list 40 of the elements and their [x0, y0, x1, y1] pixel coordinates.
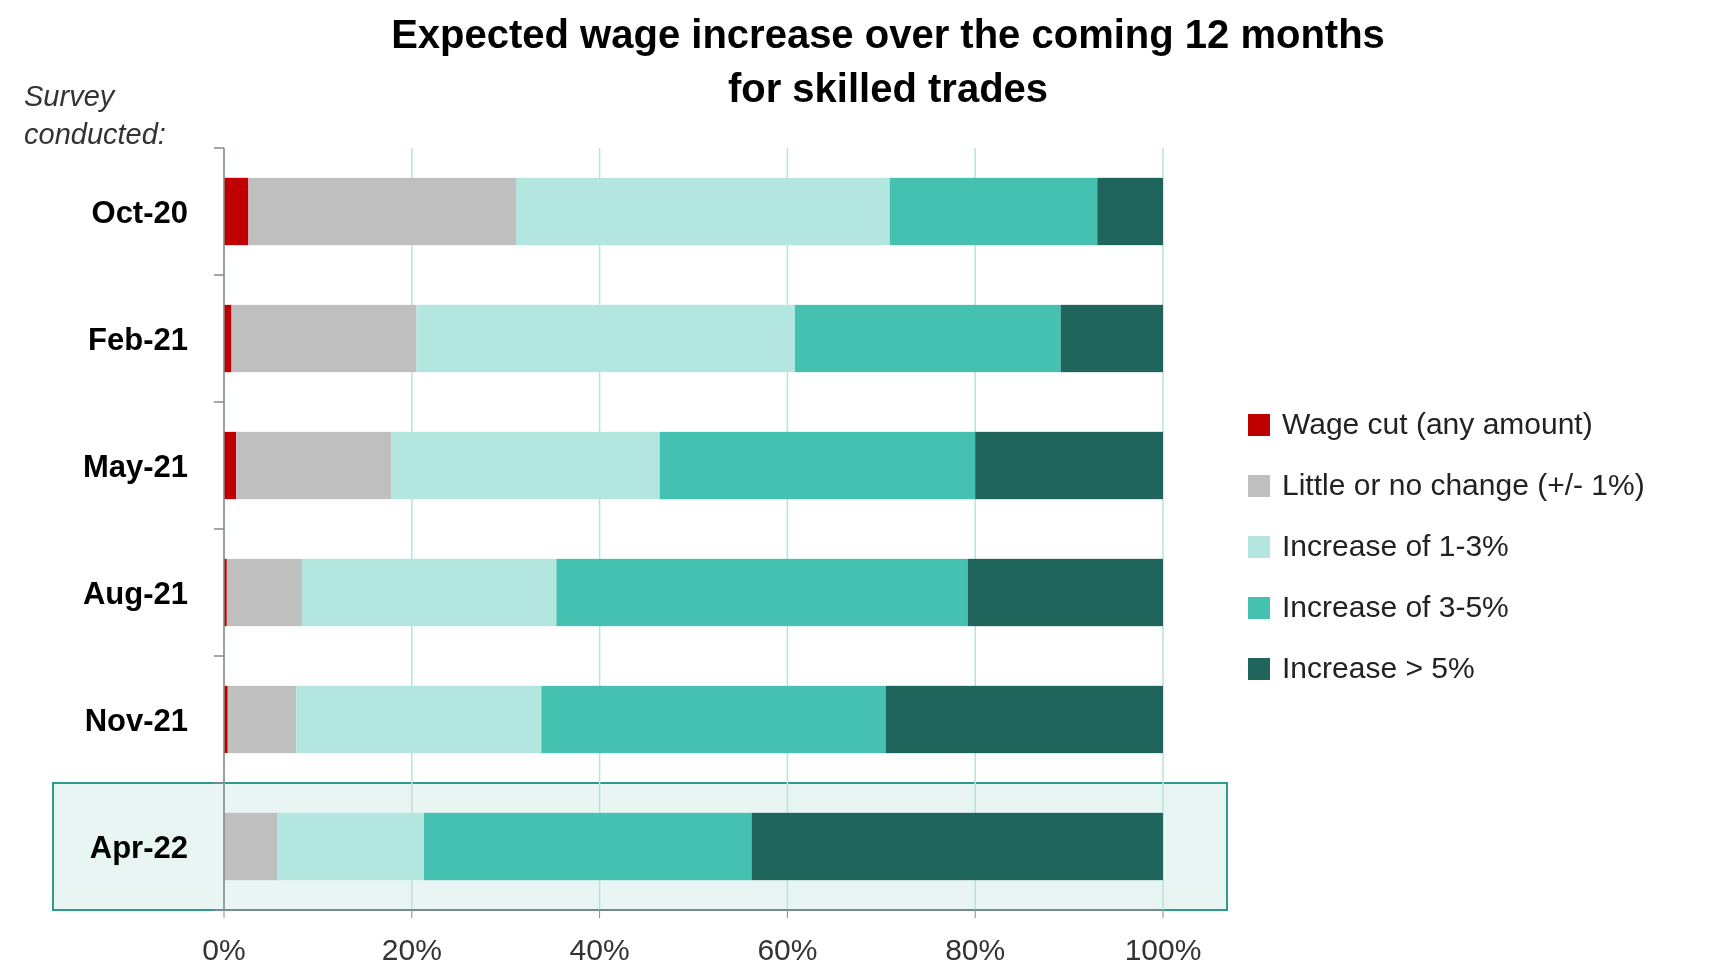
y-tick-label: Feb-21: [88, 321, 188, 357]
chart-title: Expected wage increase over the coming 12 months for skilled trades: [391, 12, 1385, 110]
x-tick-label: 40%: [569, 933, 630, 965]
bar: [751, 812, 1163, 881]
bar: [1060, 304, 1163, 373]
bar: [424, 812, 752, 881]
bar: [886, 685, 1163, 754]
bar: [556, 558, 968, 627]
bar: [231, 304, 417, 373]
y-tick-label: May-21: [82, 448, 188, 484]
bar: [889, 177, 1098, 246]
bar: [975, 431, 1163, 500]
legend-label: Increase > 5%: [1282, 651, 1475, 684]
x-tick-label: 80%: [945, 933, 1006, 965]
legend-label: Wage cut (any amount): [1282, 407, 1593, 440]
bar: [248, 177, 517, 246]
x-tick-label: 100%: [1124, 933, 1202, 965]
legend-label: Increase of 1-3%: [1282, 529, 1509, 562]
bar: [794, 304, 1061, 373]
bar: [967, 558, 1163, 627]
legend-label: Little or no change (+/- 1%): [1282, 468, 1645, 501]
y-axis-title: Survey conducted:: [24, 80, 166, 150]
legend-label: Increase of 3-5%: [1282, 590, 1509, 623]
bar: [224, 431, 237, 500]
bar: [236, 431, 392, 500]
x-tick-label: 20%: [381, 933, 442, 965]
y-tick-label: Oct-20: [91, 194, 188, 230]
y-tick-label: Aug-21: [82, 575, 188, 611]
bar: [224, 304, 232, 373]
y-tick-label: Apr-22: [89, 829, 188, 865]
bar: [541, 685, 886, 754]
bar: [659, 431, 976, 500]
x-tick-label: 0%: [202, 933, 246, 965]
bar: [227, 685, 297, 754]
bar: [224, 812, 278, 881]
bar: [226, 558, 302, 627]
bar: [224, 177, 249, 246]
x-tick-label: 60%: [757, 933, 818, 965]
bar: [1097, 177, 1163, 246]
y-tick-label: Nov-21: [84, 702, 188, 738]
